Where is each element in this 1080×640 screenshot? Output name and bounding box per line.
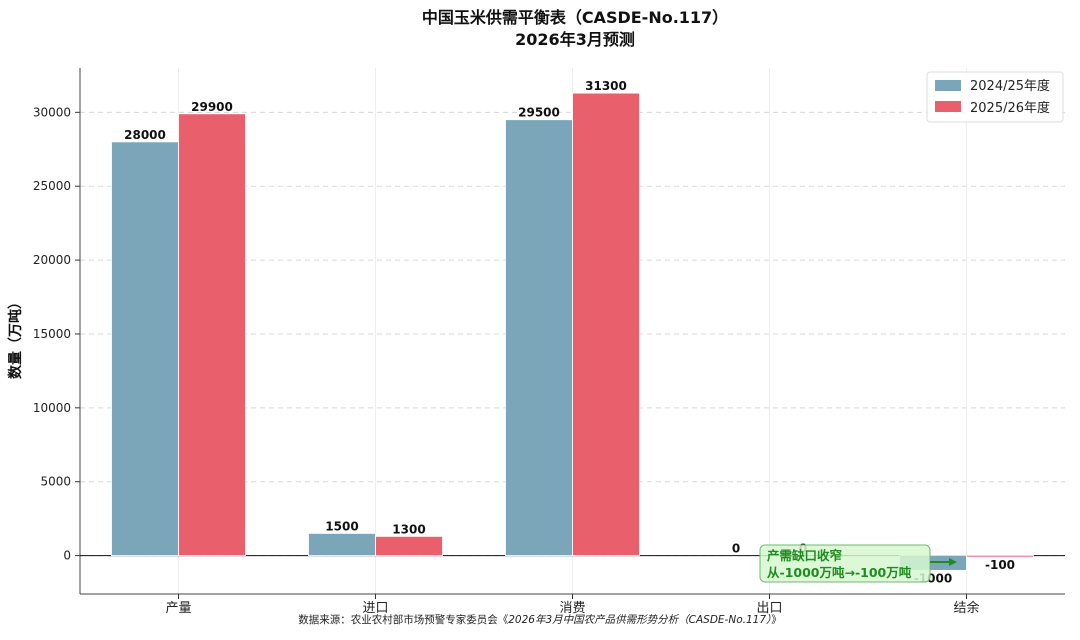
bar-b-1 [375,535,443,556]
annotation-line1: 产需缺口收窄 [767,548,842,563]
bar-a-2 [505,119,573,556]
bar-b-4 [966,555,1034,558]
bar-b-2 [572,92,640,556]
gap-annotation: 产需缺口收窄 从-1000万吨→-100万吨 [759,544,957,583]
y-tick-label: 25000 [33,179,71,193]
chart-title: 中国玉米供需平衡表（CASDE-No.117） [422,8,728,27]
data-label-a-3: 0 [732,542,740,556]
x-tick-label: 结余 [953,600,979,616]
y-tick-label: 10000 [33,401,71,415]
x-tick-label: 消费 [559,601,585,616]
y-tick-label: 5000 [40,475,71,489]
legend: 2024/25年度 2025/26年度 [926,71,1064,123]
source-note: 数据来源：农业农村部市场预警专家委员会《2026年3月中国农产品供需形势分析（C… [298,613,782,626]
bar-a-0 [111,141,179,556]
y-tick-label: 30000 [33,105,71,119]
annotation-arrow-icon [949,558,957,566]
y-tick-label: 20000 [33,253,71,267]
bar-a-1 [308,533,376,556]
annotation-line2: 从-1000万吨→-100万吨 [767,565,912,580]
legend-swatch-2025-26 [935,101,961,112]
bars [111,92,1034,571]
x-tick-label: 产量 [165,601,191,616]
source-prefix: 数据来源：农业农村部市场预警专家委员会《 [298,613,508,626]
legend-label-2024-25: 2024/25年度 [970,78,1050,94]
legend-swatch-2024-25 [935,80,961,91]
data-label-a-0: 28000 [124,128,166,142]
data-label-b-1: 1300 [392,522,425,536]
x-tick-label: 出口 [756,601,782,616]
legend-label-2025-26: 2025/26年度 [970,100,1050,116]
bar-b-0 [178,113,246,556]
data-label-b-4: -100 [985,558,1015,572]
data-label-a-2: 29500 [518,106,560,120]
y-axis-label: 数量（万吨） [7,295,24,379]
source-title: 2026年3月中国农产品供需形势分析（CASDE-No.117） [508,614,771,626]
y-tick-label: 0 [63,549,71,563]
annotation-box [759,544,931,583]
data-label-b-0: 29900 [191,100,233,114]
x-tick-label: 进口 [362,601,388,616]
y-tick-label: 15000 [33,327,71,341]
data-label-a-1: 1500 [325,519,358,533]
source-suffix: 》 [771,614,782,626]
data-label-b-2: 31300 [585,79,627,93]
chart-subtitle: 2026年3月预测 [515,30,635,49]
